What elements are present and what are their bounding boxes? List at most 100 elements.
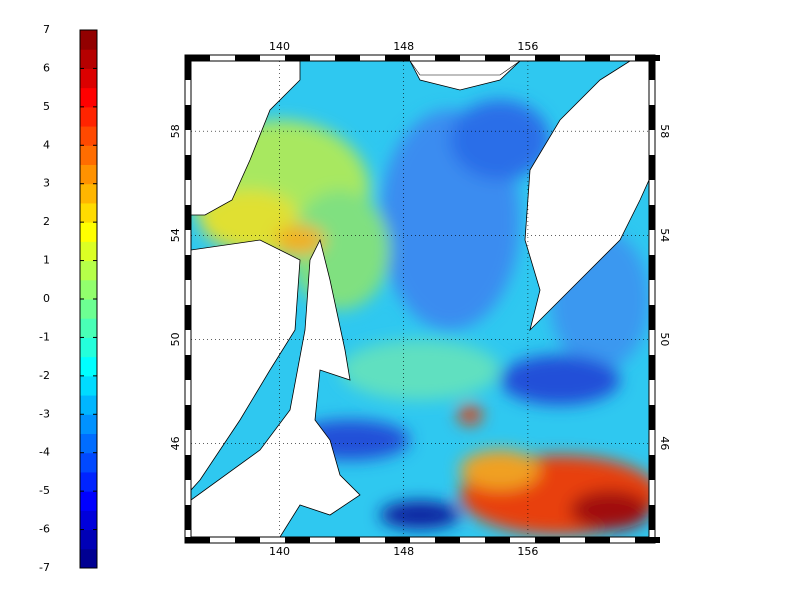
lat-label-right: 46	[658, 436, 671, 450]
colorbar-band	[80, 471, 97, 492]
frame-band	[485, 55, 510, 61]
frame-band	[235, 55, 260, 61]
colorbar-band	[80, 414, 97, 434]
lat-label-left: 50	[169, 332, 182, 346]
lon-label-top: 156	[517, 40, 538, 53]
colorbar-band	[80, 395, 97, 415]
lat-label-left: 46	[169, 436, 182, 450]
colorbar-band	[80, 183, 97, 204]
colorbar-band	[80, 491, 97, 511]
frame-band	[585, 55, 610, 61]
frame-band	[649, 455, 655, 480]
colorbar-tick-label: -2	[39, 369, 50, 382]
lat-label-left: 58	[169, 124, 182, 138]
lon-label-bottom: 140	[269, 545, 290, 558]
frame-band	[649, 505, 655, 530]
frame-band	[649, 105, 655, 130]
frame-band	[535, 537, 560, 543]
colorbar-tick-label: -1	[39, 330, 50, 343]
colorbar-tick-label: -7	[39, 561, 50, 574]
colorbar-band	[80, 337, 97, 358]
frame-band	[649, 205, 655, 230]
colorbar-tick-label: 6	[43, 61, 50, 74]
frame-band	[649, 305, 655, 330]
colorbar-band	[80, 356, 97, 377]
colorbar-band	[80, 529, 97, 550]
colorbar-band	[80, 164, 97, 185]
frame-band	[649, 355, 655, 380]
frame-band	[649, 405, 655, 430]
colorbar-band	[80, 68, 97, 89]
colorbar-band	[80, 30, 97, 50]
colorbar-band	[80, 452, 97, 473]
colorbar-band	[80, 510, 97, 531]
frame-band	[185, 505, 191, 530]
colorbar-tick-label: 2	[43, 215, 50, 228]
frame-band	[185, 105, 191, 130]
frame-band	[185, 455, 191, 480]
frame-band	[185, 305, 191, 330]
colorbar-tick-label: 7	[43, 23, 50, 36]
lat-label-right: 50	[658, 332, 671, 346]
frame-band	[185, 55, 191, 80]
frame-band	[185, 155, 191, 180]
frame-band	[649, 55, 655, 80]
frame-band	[185, 355, 191, 380]
colorbar-tick-label: 4	[43, 138, 50, 151]
colorbar-band	[80, 279, 97, 300]
colorbar-tick-label: -6	[39, 523, 50, 536]
frame-band	[635, 55, 660, 61]
frame-band	[185, 405, 191, 430]
colorbar-band	[80, 126, 97, 146]
colorbar-band	[80, 318, 97, 338]
colorbar-tick-label: -5	[39, 484, 50, 497]
colorbar-band	[80, 49, 97, 69]
colorbar-band	[80, 548, 97, 569]
lon-label-top: 148	[393, 40, 414, 53]
colorbar-band	[80, 375, 97, 396]
frame-band	[185, 55, 210, 61]
colorbar-band	[80, 260, 97, 281]
frame-band	[649, 255, 655, 280]
frame-band	[285, 537, 310, 543]
frame-band	[385, 537, 410, 543]
frame-band	[435, 537, 460, 543]
frame-band	[185, 255, 191, 280]
colorbar-band	[80, 222, 97, 242]
lat-label-right: 54	[658, 228, 671, 242]
map-frame	[184, 54, 656, 544]
frame-band	[335, 537, 360, 543]
frame-band	[485, 537, 510, 543]
colorbar-tick-label: 3	[43, 177, 50, 190]
frame-band	[535, 55, 560, 61]
frame-band	[185, 205, 191, 230]
frame-band	[185, 537, 210, 543]
lat-label-left: 54	[169, 228, 182, 242]
colorbar-tick-label: -3	[39, 407, 50, 420]
colorbar-band	[80, 145, 97, 165]
colorbar-tick-label: 1	[43, 254, 50, 267]
colorbar-band	[80, 106, 97, 127]
frame-band	[285, 55, 310, 61]
frame-band	[649, 155, 655, 180]
colorbar-band	[80, 87, 97, 108]
map-inner-frame	[190, 60, 650, 538]
frame-band	[635, 537, 660, 543]
lon-label-bottom: 156	[517, 545, 538, 558]
colorbar-tick-label: -4	[39, 446, 50, 459]
colorbar-tick-label: 5	[43, 100, 50, 113]
sea-anomaly-field	[191, 61, 649, 537]
frame-band	[435, 55, 460, 61]
frame-band	[235, 537, 260, 543]
lon-label-bottom: 148	[393, 545, 414, 558]
colorbar-band	[80, 299, 97, 319]
colorbar-band	[80, 241, 97, 262]
colorbar-tick-label: 0	[43, 292, 50, 305]
colorbar-band	[80, 433, 97, 454]
colorbar-band	[80, 202, 97, 223]
lon-label-top: 140	[269, 40, 290, 53]
frame-band	[585, 537, 610, 543]
frame-band	[385, 55, 410, 61]
